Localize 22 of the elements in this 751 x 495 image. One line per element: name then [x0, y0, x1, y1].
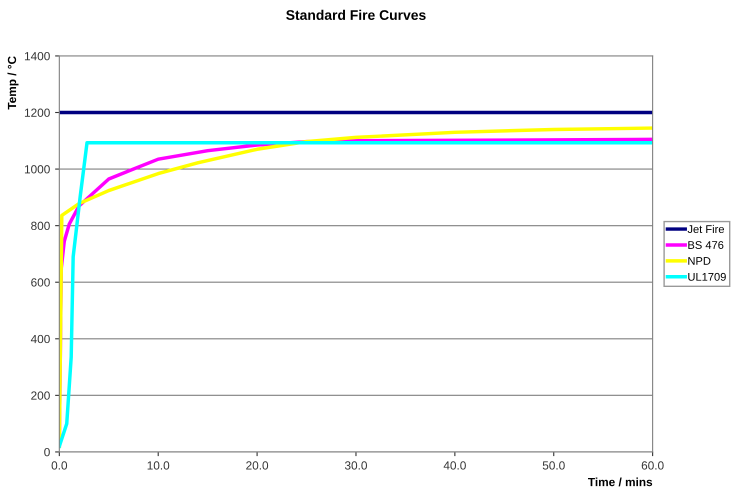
- x-tick-label: 50.0: [542, 461, 565, 470]
- y-tick-label: 400: [30, 334, 50, 344]
- x-tick-label: 10.0: [148, 461, 170, 470]
- legend-label: Jet Fire: [688, 224, 724, 234]
- y-tick-label: 200: [31, 391, 50, 400]
- y-tick-label: 1200: [24, 108, 50, 117]
- y-tick-label: 1000: [24, 165, 50, 174]
- chart-title: Standard Fire Curves: [286, 10, 426, 20]
- x-tick-label: 40.0: [444, 461, 466, 470]
- x-axis-title: Time / mins: [588, 478, 652, 486]
- legend-label: UL1709: [688, 272, 726, 281]
- y-tick-label: 600: [31, 278, 50, 287]
- legend-label: NPD: [688, 257, 710, 265]
- x-tick-label: 60.0: [642, 461, 664, 470]
- x-tick-label: 30.0: [344, 461, 367, 470]
- legend-label: BS 476: [688, 241, 724, 249]
- y-tick-label: 800: [31, 222, 50, 230]
- x-tick-label: 20.0: [246, 461, 268, 470]
- y-tick-label: 0: [44, 448, 50, 456]
- x-tick-label: 0.0: [52, 461, 68, 470]
- y-axis-title: Temp / °C: [7, 56, 18, 110]
- y-tick-label: 1400: [24, 52, 50, 60]
